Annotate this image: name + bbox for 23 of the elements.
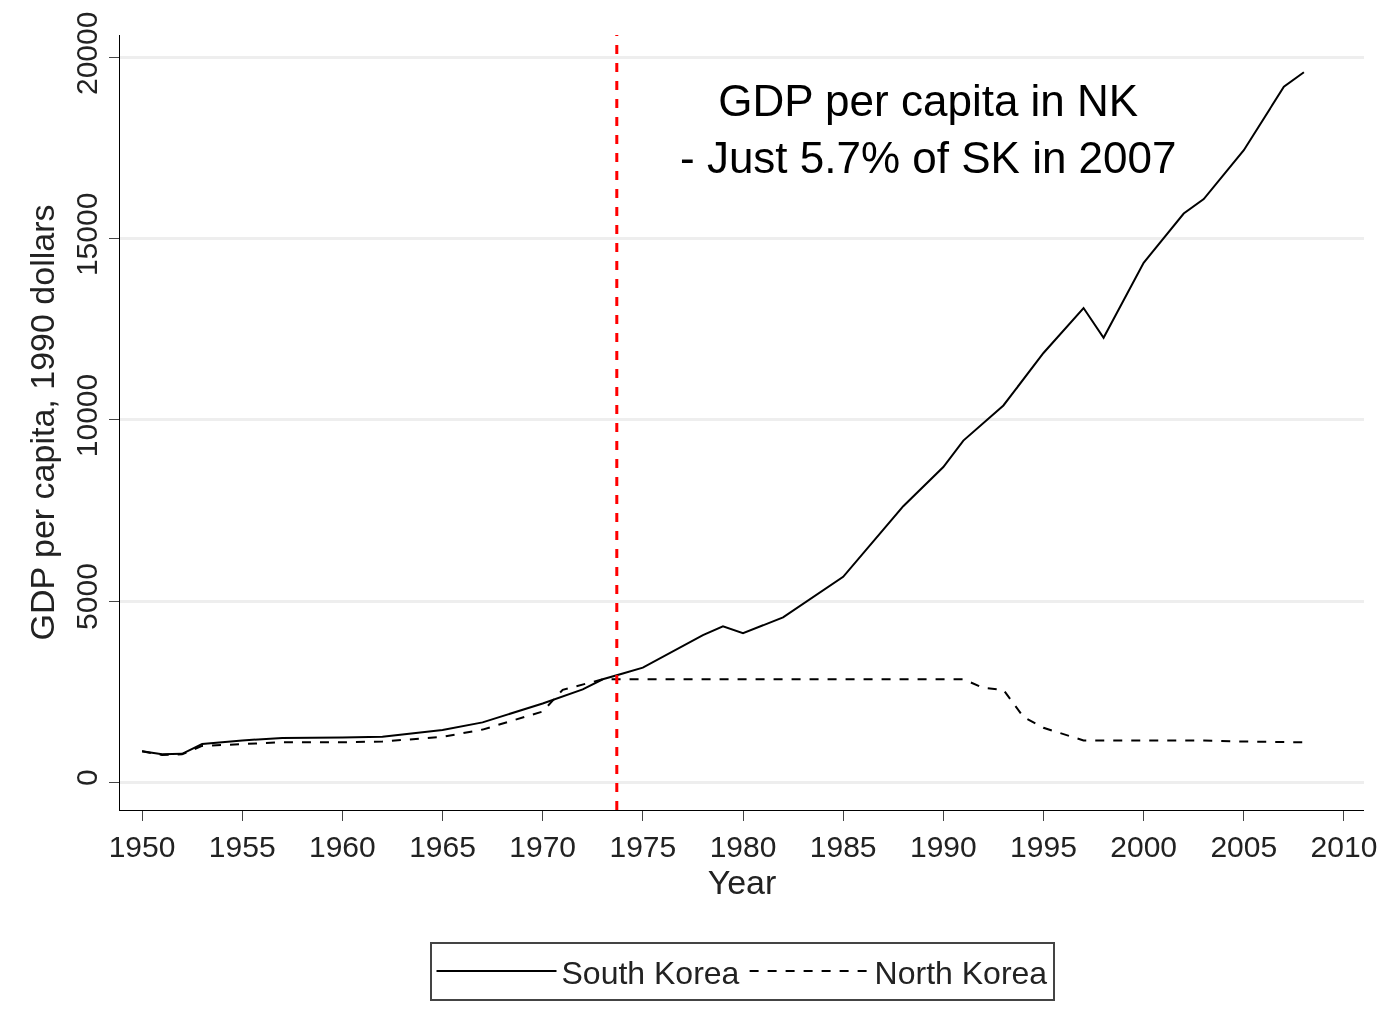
x-tick-label: 1985 [809,830,877,863]
x-tick-label: 1995 [1010,830,1077,863]
x-tick-label: 1975 [609,830,677,863]
x-tick-label: 1980 [709,830,777,863]
x-tick-label: 1950 [108,830,176,863]
x-tick-label: 1955 [208,830,276,863]
y-tick-label: 20000 [70,11,103,96]
x-tick-label: 2010 [1310,830,1378,863]
legend-label: North Korea [874,954,1048,991]
annotation: GDP per capita in NK - Just 5.7% of SK in 2007 [680,76,1177,183]
legend-label: South Korea [561,954,740,991]
x-tick-label: 1960 [308,830,376,863]
y-tick-label: 0 [70,769,103,786]
x-tick-label: 1970 [509,830,577,863]
y-tick-label: 15000 [70,192,103,277]
x-tick-label: 1965 [409,830,476,863]
x-tick-label: 1990 [909,830,977,863]
x-axis-title: Year [707,863,777,901]
y-tick-label: 5000 [70,563,103,630]
x-tick-label: 2000 [1110,830,1178,863]
x-tick-label: 2005 [1210,830,1278,863]
y-tick-label: 10000 [70,373,103,458]
y-axis-title: GDP per capita, 1990 dollars [22,204,61,641]
